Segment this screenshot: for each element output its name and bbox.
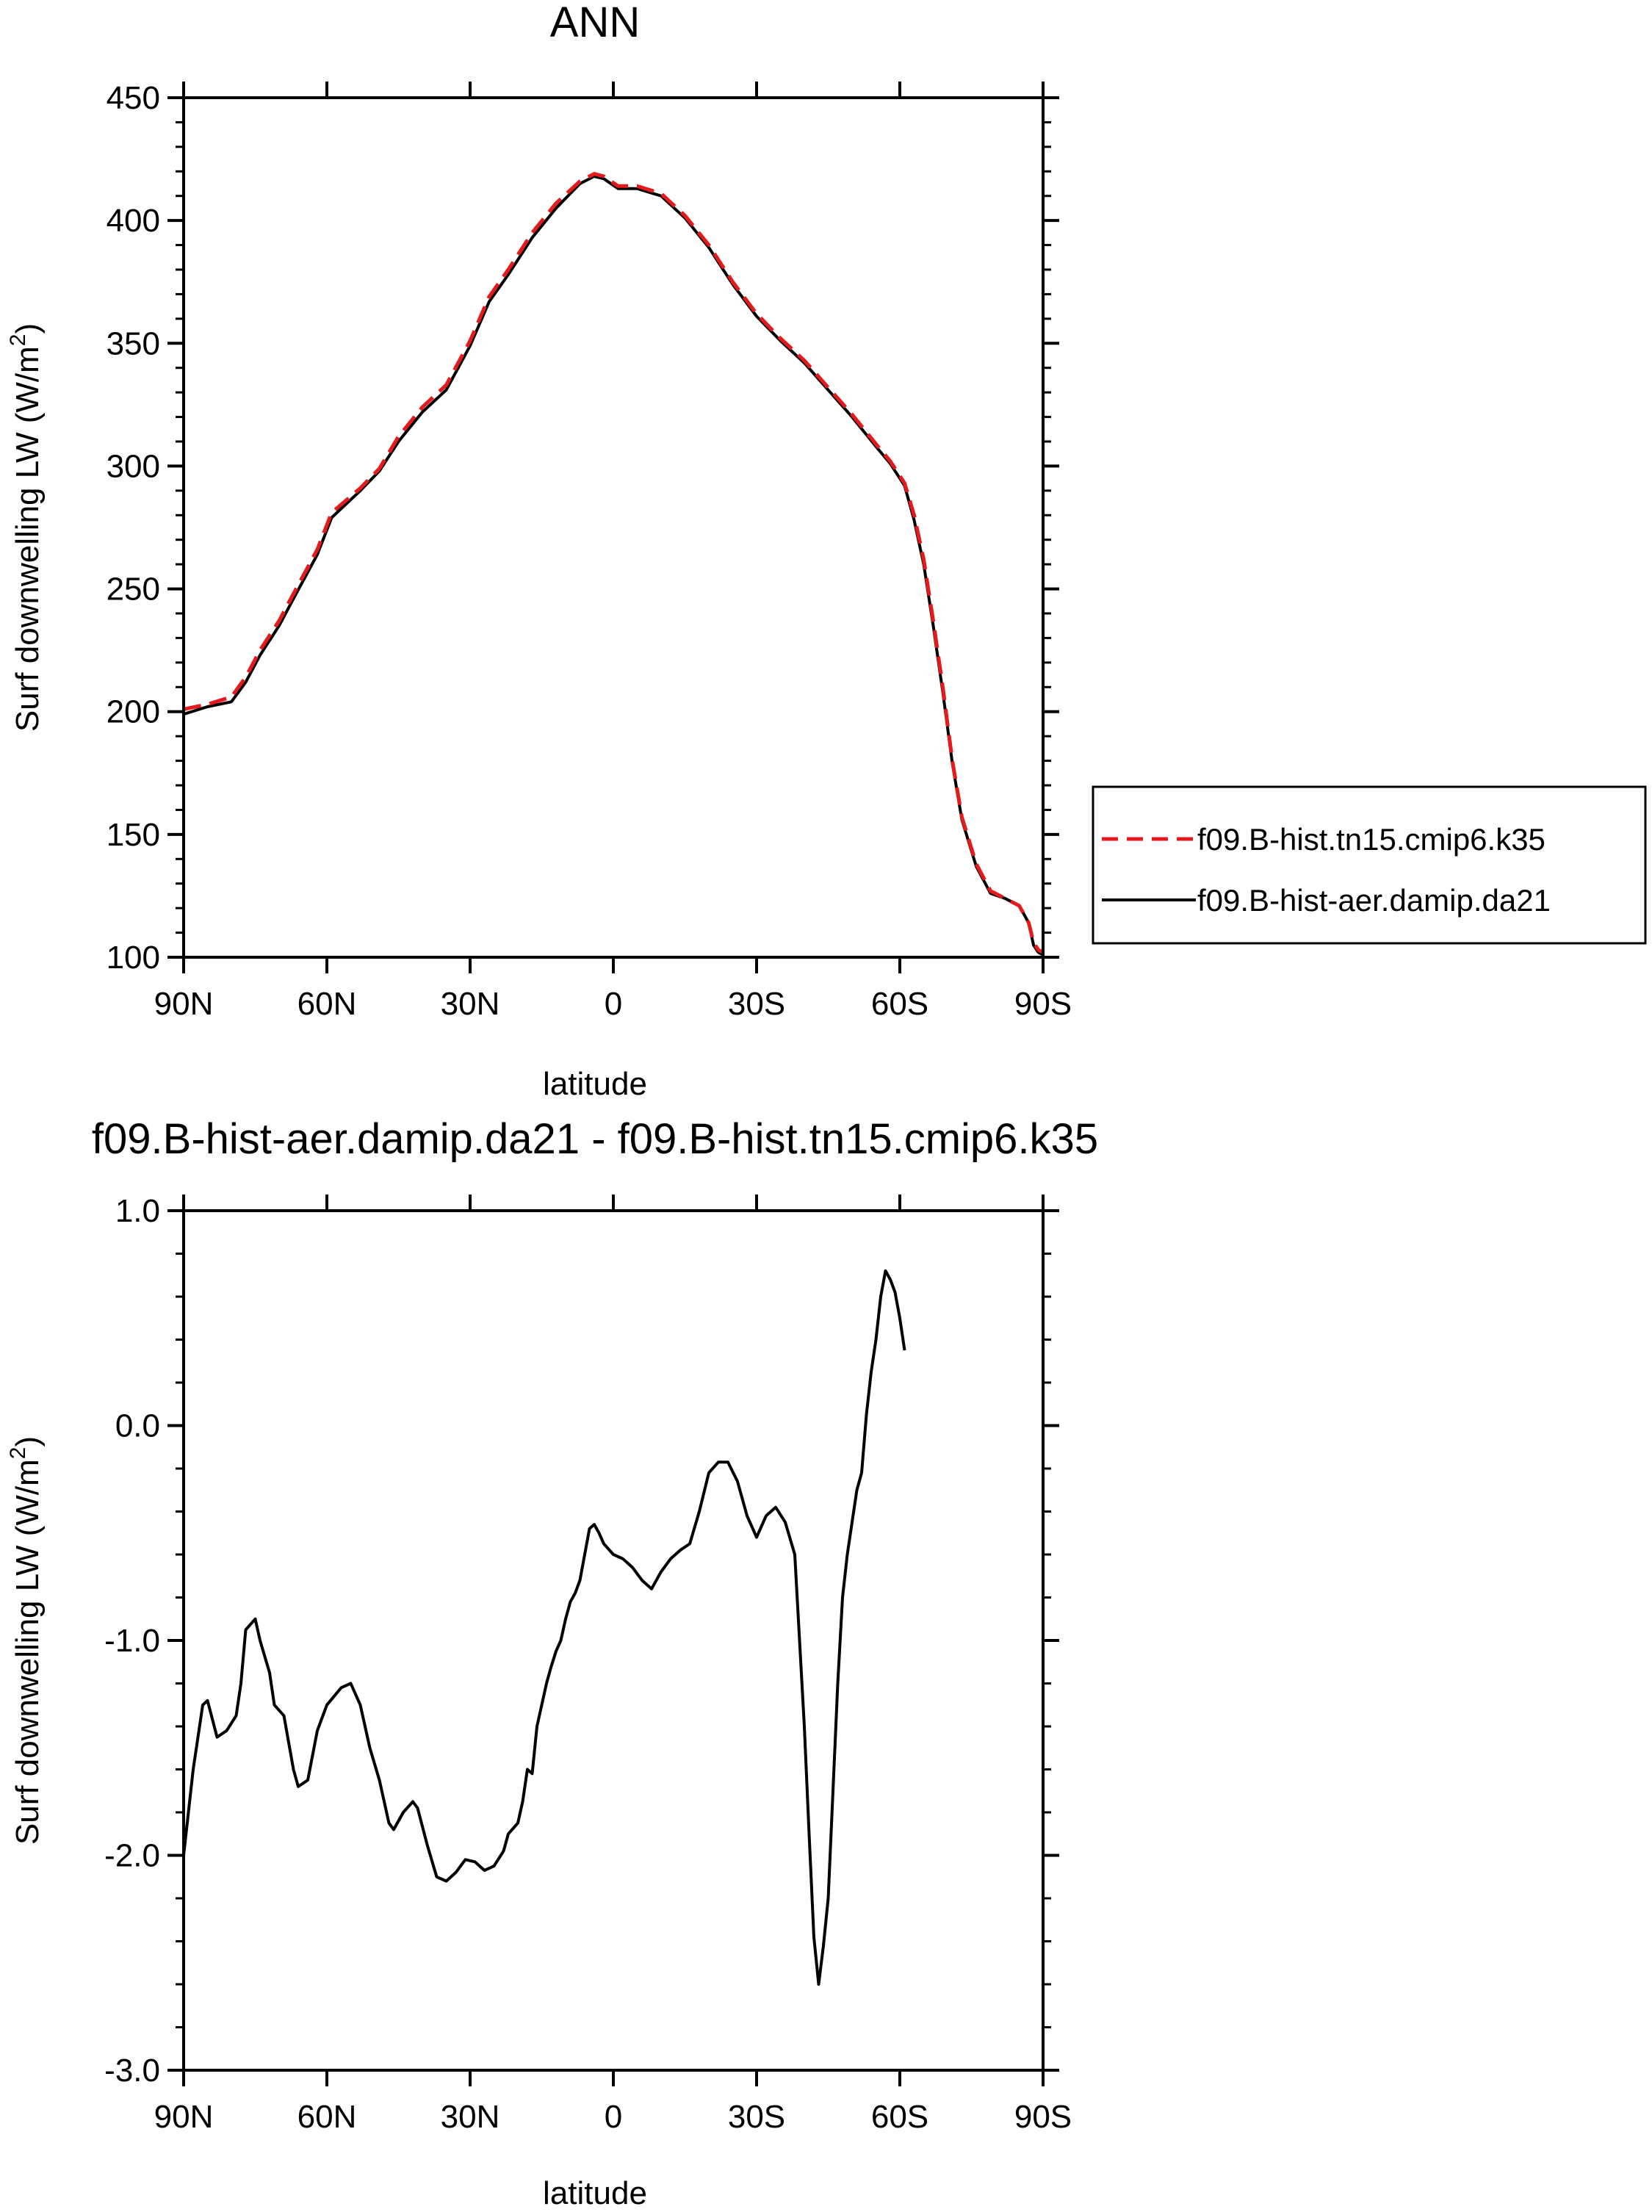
y-tick-label: 0.0: [115, 1408, 160, 1444]
x-tick-label: 90S: [1014, 986, 1072, 1022]
chart-title: ANN: [550, 0, 640, 46]
tick-marks: [167, 82, 1059, 973]
y-tick-labels: 100 150 200 250 300 350 400 450: [107, 80, 160, 976]
x-tick-label: 0: [605, 986, 622, 1022]
x-tick-labels: 90N 60N 30N 0 30S 60S 90S: [154, 2099, 1072, 2135]
plot-lines: [182, 1269, 906, 1986]
tick-marks: [167, 1195, 1059, 2086]
y-tick-label: 200: [107, 694, 160, 730]
x-tick-label: 60S: [871, 2099, 928, 2135]
y-tick-label: 250: [107, 572, 160, 608]
bottom-chart: f09.B-hist-aer.damip.da21 - f09.B-hist.t…: [6, 1115, 1098, 2211]
series-line-0: [182, 1269, 906, 1986]
y-tick-label: -1.0: [104, 1623, 160, 1659]
series-line-1: [183, 175, 1044, 957]
y-tick-label: 300: [107, 448, 160, 484]
chart-title: f09.B-hist-aer.damip.da21 - f09.B-hist.t…: [92, 1115, 1098, 1163]
top-chart: ANN 100 150 200 250 300 350 400 450 90N 60N 30N 0 3…: [6, 0, 1647, 1102]
y-axis-label: Surf downwelling LW (W/m2): [6, 323, 46, 732]
legend-box: [1092, 785, 1647, 945]
x-axis-label: latitude: [543, 1066, 647, 1102]
plot-frame: [182, 1209, 1045, 2072]
x-tick-label: 90N: [154, 986, 214, 1022]
legend: f09.B-hist.tn15.cmip6.k35 f09.B-hist-aer…: [1092, 785, 1647, 945]
x-tick-label: 60N: [297, 2099, 357, 2135]
x-tick-label: 30N: [441, 2099, 500, 2135]
x-axis-label: latitude: [543, 2175, 647, 2211]
x-tick-label: 0: [605, 2099, 622, 2135]
y-tick-label: 100: [107, 940, 160, 976]
y-axis-label: Surf downwelling LW (W/m2): [6, 1436, 46, 1845]
plot-frame: [182, 96, 1045, 959]
x-tick-label: 30S: [728, 2099, 785, 2135]
x-tick-label: 90N: [154, 2099, 214, 2135]
y-tick-label: 450: [107, 80, 160, 116]
x-tick-label: 30N: [441, 986, 500, 1022]
x-tick-label: 90S: [1014, 2099, 1072, 2135]
x-tick-label: 60N: [297, 986, 357, 1022]
y-tick-label: 350: [107, 325, 160, 361]
x-tick-labels: 90N 60N 30N 0 30S 60S 90S: [154, 986, 1072, 1022]
legend-entry-0: f09.B-hist.tn15.cmip6.k35: [1197, 822, 1545, 857]
y-tick-label: -3.0: [104, 2053, 160, 2089]
y-tick-label: 1.0: [115, 1193, 160, 1229]
plot-lines: [183, 172, 1045, 957]
x-tick-label: 30S: [728, 986, 785, 1022]
y-tick-label: 150: [107, 817, 160, 853]
x-tick-label: 60S: [871, 986, 928, 1022]
series-line-0: [183, 172, 1045, 954]
y-tick-label: -2.0: [104, 1838, 160, 1874]
y-tick-labels: -3.0 -2.0 -1.0 0.0 1.0: [104, 1193, 160, 2089]
y-tick-label: 400: [107, 203, 160, 239]
legend-entry-1: f09.B-hist-aer.damip.da21: [1197, 883, 1551, 918]
